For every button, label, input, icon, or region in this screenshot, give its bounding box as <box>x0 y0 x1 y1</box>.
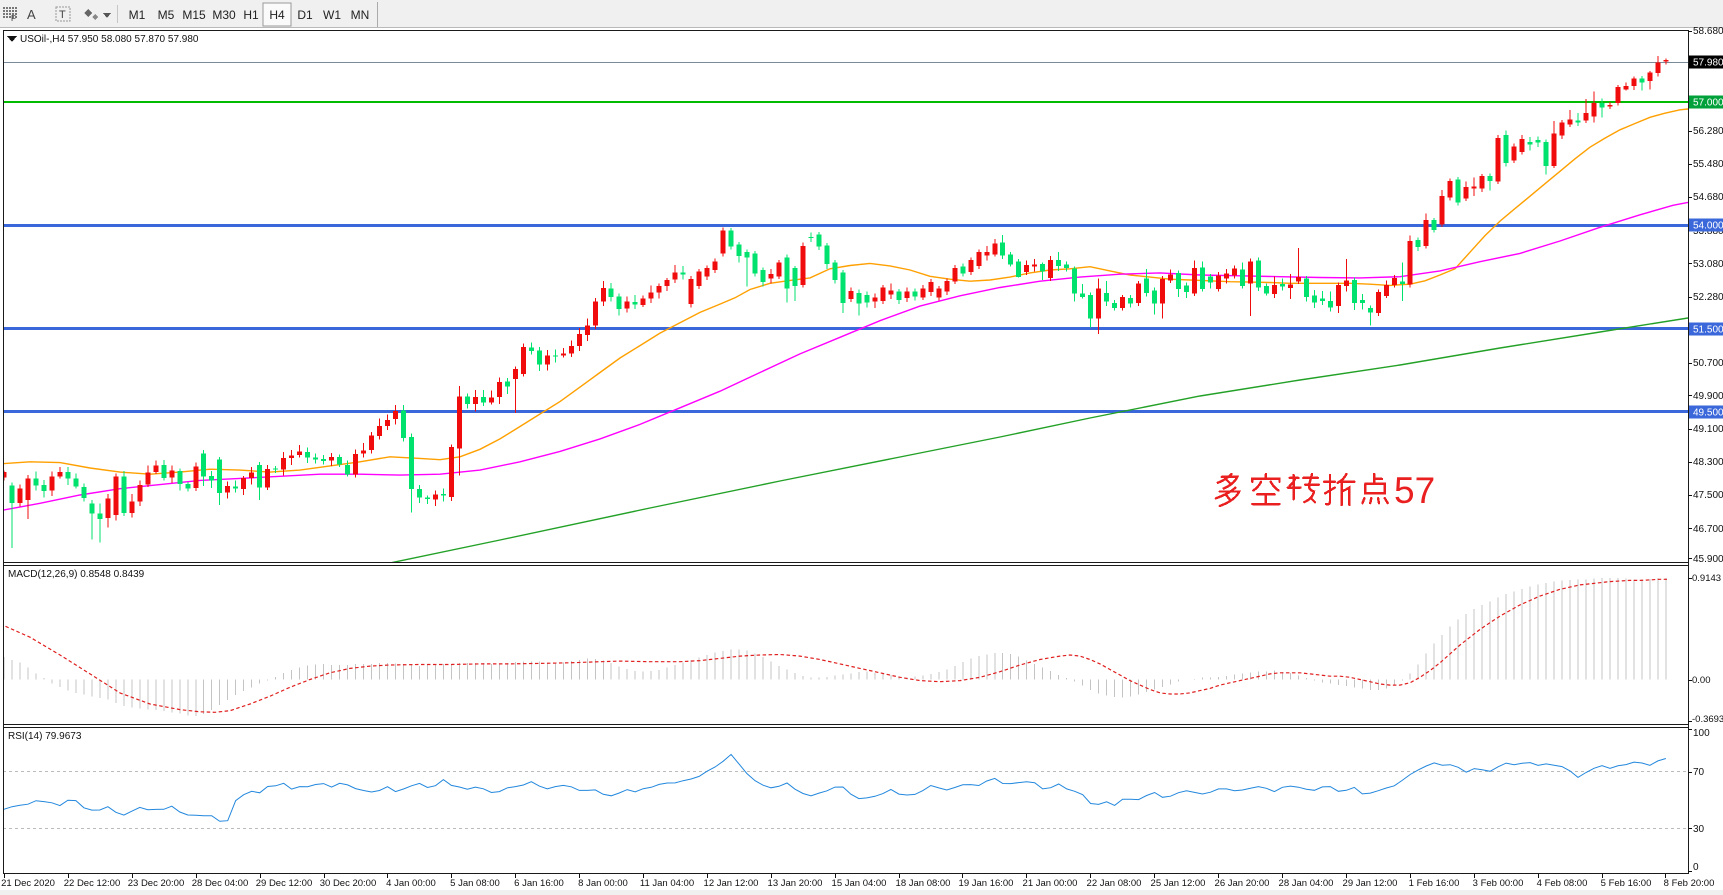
svg-text:4 Jan 00:00: 4 Jan 00:00 <box>386 878 436 889</box>
svg-text:A: A <box>27 7 36 22</box>
svg-text:T: T <box>59 9 66 21</box>
svg-text:58.680: 58.680 <box>1693 26 1723 37</box>
svg-text:49.100: 49.100 <box>1693 424 1723 435</box>
svg-text:H1: H1 <box>243 8 259 22</box>
svg-text:49.900: 49.900 <box>1693 391 1723 402</box>
svg-text:57.000: 57.000 <box>1693 98 1723 109</box>
svg-text:70: 70 <box>1693 767 1705 778</box>
svg-text:100: 100 <box>1693 728 1710 739</box>
svg-text:15 Jan 04:00: 15 Jan 04:00 <box>832 878 887 889</box>
svg-text:6 Jan 16:00: 6 Jan 16:00 <box>514 878 564 889</box>
svg-text:45.900: 45.900 <box>1693 554 1723 565</box>
svg-text:MACD(12,26,9) 0.8548 0.8439: MACD(12,26,9) 0.8548 0.8439 <box>8 569 145 580</box>
svg-text:55.480: 55.480 <box>1693 159 1723 170</box>
svg-text:USOil-,H4 57.950 58.080 57.87: USOil-,H4 57.950 58.080 57.870 57.980 <box>20 34 199 45</box>
svg-text:25 Jan 12:00: 25 Jan 12:00 <box>1151 878 1206 889</box>
svg-text:50.700: 50.700 <box>1693 358 1723 369</box>
svg-text:RSI(14) 79.9673: RSI(14) 79.9673 <box>8 731 82 742</box>
svg-text:0.9143: 0.9143 <box>1692 573 1721 584</box>
svg-text:13 Jan 20:00: 13 Jan 20:00 <box>768 878 823 889</box>
svg-text:H4: H4 <box>269 8 285 22</box>
svg-text:4 Feb 08:00: 4 Feb 08:00 <box>1537 878 1588 889</box>
svg-text:49.500: 49.500 <box>1693 408 1723 419</box>
svg-text:29 Dec 12:00: 29 Dec 12:00 <box>256 878 313 889</box>
svg-text:22 Jan 08:00: 22 Jan 08:00 <box>1087 878 1142 889</box>
svg-text:11 Jan 04:00: 11 Jan 04:00 <box>640 878 694 889</box>
svg-text:M5: M5 <box>158 8 175 22</box>
svg-text:-0.3693: -0.3693 <box>1692 714 1723 725</box>
svg-text:47.500: 47.500 <box>1693 490 1723 501</box>
svg-text:8 Jan 00:00: 8 Jan 00:00 <box>578 878 628 889</box>
svg-text:M1: M1 <box>129 8 146 22</box>
svg-text:54.680: 54.680 <box>1693 192 1723 203</box>
svg-text:MN: MN <box>351 8 370 22</box>
svg-text:3 Feb 00:00: 3 Feb 00:00 <box>1473 878 1524 889</box>
svg-text:D1: D1 <box>297 8 313 22</box>
svg-text:18 Jan 08:00: 18 Jan 08:00 <box>896 878 951 889</box>
svg-text:52.280: 52.280 <box>1693 292 1723 303</box>
svg-text:1 Feb 16:00: 1 Feb 16:00 <box>1409 878 1460 889</box>
svg-text:21 Dec 2020: 21 Dec 2020 <box>1 878 55 889</box>
svg-text:0: 0 <box>1693 862 1699 873</box>
svg-text:21 Jan 00:00: 21 Jan 00:00 <box>1023 878 1078 889</box>
svg-text:57: 57 <box>1394 470 1435 511</box>
svg-text:23 Dec 20:00: 23 Dec 20:00 <box>128 878 185 889</box>
svg-text:29 Jan 12:00: 29 Jan 12:00 <box>1343 878 1398 889</box>
svg-text:53.080: 53.080 <box>1693 259 1723 270</box>
svg-text:M15: M15 <box>182 8 206 22</box>
svg-text:26 Jan 20:00: 26 Jan 20:00 <box>1215 878 1270 889</box>
svg-text:12 Jan 12:00: 12 Jan 12:00 <box>704 878 759 889</box>
svg-text:5 Feb 16:00: 5 Feb 16:00 <box>1601 878 1652 889</box>
svg-text:19 Jan 16:00: 19 Jan 16:00 <box>959 878 1014 889</box>
svg-text:54.000: 54.000 <box>1693 221 1723 232</box>
svg-text:F: F <box>11 14 16 23</box>
svg-text:5 Jan 08:00: 5 Jan 08:00 <box>450 878 500 889</box>
svg-text:22 Dec 12:00: 22 Dec 12:00 <box>64 878 121 889</box>
svg-text:51.500: 51.500 <box>1693 325 1723 336</box>
svg-text:0.00: 0.00 <box>1692 675 1711 686</box>
svg-text:8 Feb 20:00: 8 Feb 20:00 <box>1664 878 1715 889</box>
svg-text:M30: M30 <box>212 8 236 22</box>
svg-text:30 Dec 20:00: 30 Dec 20:00 <box>320 878 377 889</box>
svg-text:W1: W1 <box>323 8 341 22</box>
svg-text:28 Jan 04:00: 28 Jan 04:00 <box>1279 878 1334 889</box>
svg-text:28 Dec 04:00: 28 Dec 04:00 <box>192 878 249 889</box>
svg-text:48.300: 48.300 <box>1693 457 1723 468</box>
svg-text:56.280: 56.280 <box>1693 126 1723 137</box>
svg-text:30: 30 <box>1693 824 1705 835</box>
svg-text:57.980: 57.980 <box>1693 58 1723 69</box>
svg-text:46.700: 46.700 <box>1693 524 1723 535</box>
